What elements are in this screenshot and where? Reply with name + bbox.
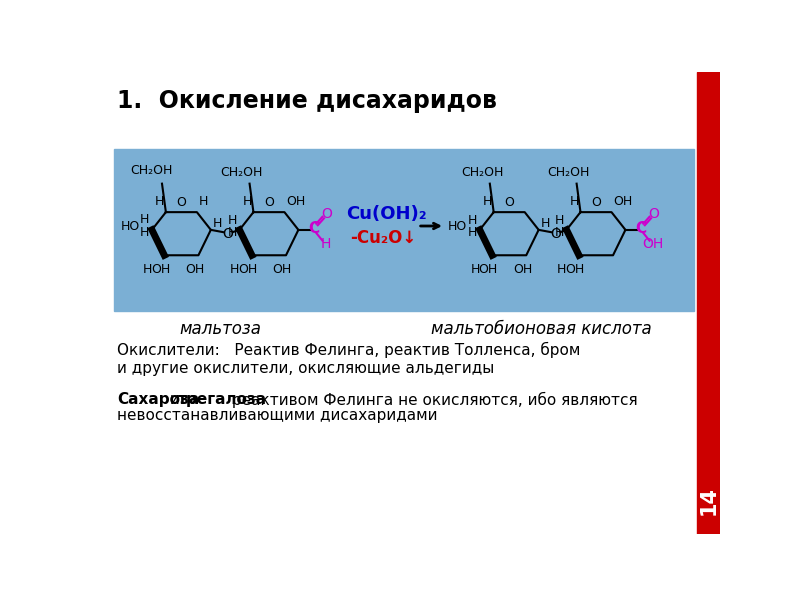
Text: O: O <box>591 196 601 209</box>
Text: трегалоза: трегалоза <box>178 392 266 407</box>
Text: O: O <box>222 227 234 241</box>
Text: O: O <box>264 196 274 209</box>
Text: H: H <box>555 226 564 239</box>
Text: H: H <box>470 263 480 276</box>
Text: H: H <box>155 194 164 208</box>
Text: OH: OH <box>286 194 306 208</box>
Text: HO: HO <box>448 220 467 232</box>
Text: C: C <box>635 221 646 236</box>
Text: O: O <box>648 208 658 221</box>
Text: OH: OH <box>185 263 204 276</box>
Text: H: H <box>228 226 237 239</box>
Text: H: H <box>541 217 550 230</box>
Text: C: C <box>308 221 319 236</box>
Text: H: H <box>140 212 150 226</box>
Text: реактивом Фелинга не окисляются, ибо являются: реактивом Фелинга не окисляются, ибо явл… <box>227 392 638 408</box>
Text: O: O <box>550 227 561 241</box>
Text: H: H <box>558 263 566 276</box>
Text: -Cu₂O↓: -Cu₂O↓ <box>350 229 416 247</box>
Text: невосстанавливающими дисахаридами: невосстанавливающими дисахаридами <box>117 409 438 424</box>
Text: OH: OH <box>238 263 258 276</box>
Text: 1.  Окисление дисахаридов: 1. Окисление дисахаридов <box>117 89 497 113</box>
Text: H: H <box>321 237 331 251</box>
Text: H: H <box>198 194 208 208</box>
Text: H: H <box>142 263 152 276</box>
Text: мальтобионовая кислота: мальтобионовая кислота <box>431 320 652 338</box>
Text: CH₂OH: CH₂OH <box>130 164 173 177</box>
Text: O: O <box>504 196 514 209</box>
Text: Сахароза: Сахароза <box>117 392 199 407</box>
Text: H: H <box>468 214 478 227</box>
Text: H: H <box>468 226 478 239</box>
Text: H: H <box>555 214 564 227</box>
Text: мальтоза: мальтоза <box>179 320 261 338</box>
Text: и другие окислители, окисляющие альдегиды: и другие окислители, окисляющие альдегид… <box>117 361 494 376</box>
Text: O: O <box>177 196 186 209</box>
Text: H: H <box>482 194 492 208</box>
Text: H: H <box>242 194 252 208</box>
Text: OH: OH <box>151 263 170 276</box>
Text: H: H <box>230 263 239 276</box>
Text: Окислители:   Реактив Фелинга, реактив Толленса, бром: Окислители: Реактив Фелинга, реактив Тол… <box>117 341 581 358</box>
Text: OH: OH <box>273 263 292 276</box>
Bar <box>697 72 720 534</box>
Text: CH₂OH: CH₂OH <box>221 166 263 179</box>
Text: HO: HO <box>120 220 139 232</box>
Text: OH: OH <box>613 194 632 208</box>
Text: OH: OH <box>478 263 498 276</box>
Text: Cu(OH)₂: Cu(OH)₂ <box>346 205 427 223</box>
Text: 14: 14 <box>698 486 718 515</box>
Text: OH: OH <box>642 237 664 251</box>
Text: CH₂OH: CH₂OH <box>461 166 503 179</box>
Bar <box>114 149 694 311</box>
Text: H: H <box>228 214 237 227</box>
Text: OH: OH <box>566 263 585 276</box>
Text: H: H <box>570 194 579 208</box>
Text: H: H <box>140 226 150 239</box>
Text: OH: OH <box>513 263 532 276</box>
Text: H: H <box>213 217 222 230</box>
Text: O: O <box>321 208 332 221</box>
Text: CH₂OH: CH₂OH <box>548 166 590 179</box>
Text: и: и <box>165 392 185 407</box>
